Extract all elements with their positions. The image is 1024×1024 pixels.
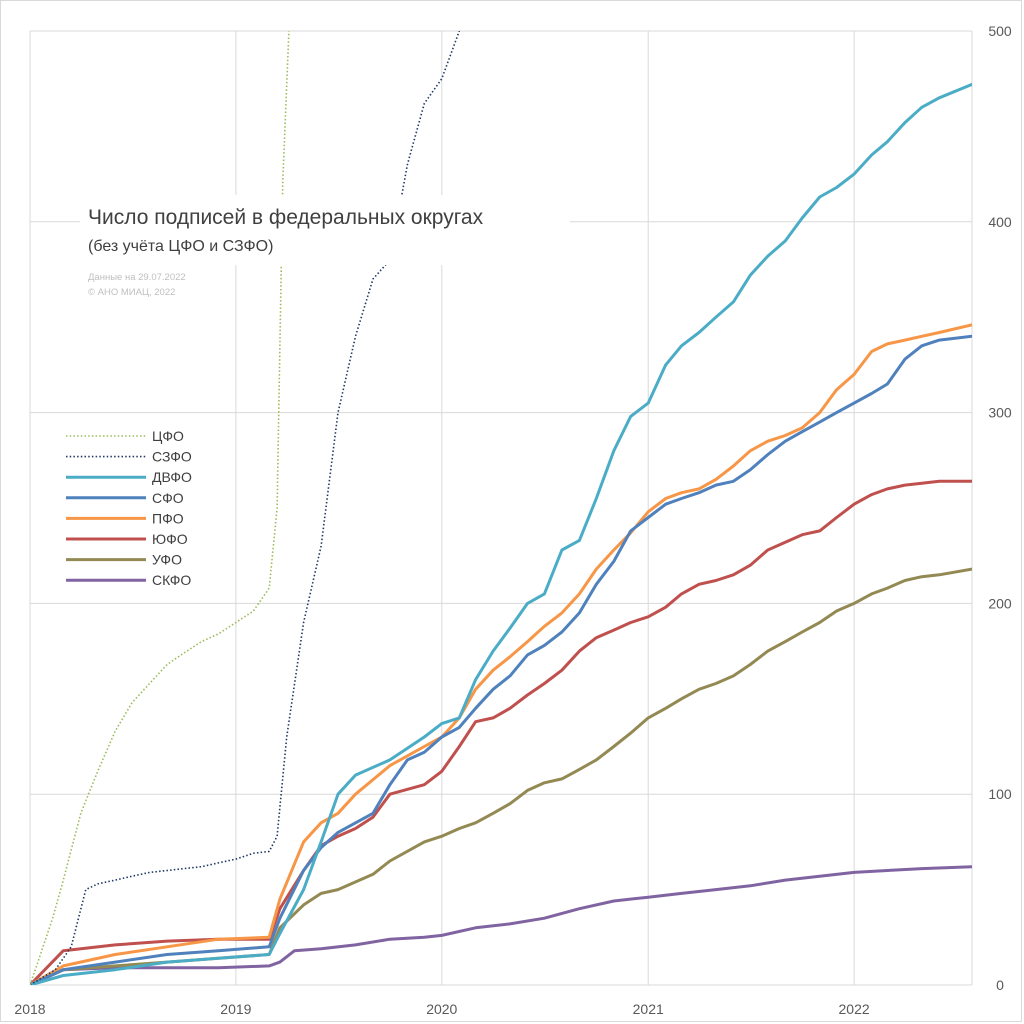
legend-label: ЦФО [152, 428, 184, 444]
y-tick-label: 400 [988, 214, 1012, 230]
y-tick-label: 500 [988, 23, 1012, 39]
legend-label: ЮФО [152, 531, 188, 547]
y-axis: 0 100 200 300 400 500 [988, 23, 1012, 993]
x-tick-label: 2021 [633, 1001, 664, 1017]
title-background [80, 195, 570, 265]
series-line [30, 82, 972, 985]
y-tick-label: 0 [996, 977, 1004, 993]
data-date-note: Данные на 29.07.2022 [88, 272, 186, 283]
legend-label: ПФО [152, 510, 184, 526]
legend-label: ДВФО [152, 469, 192, 485]
legend: ЦФО СЗФО ДВФО СФО ПФО ЮФО УФО СКФО [60, 424, 200, 594]
legend-label: УФО [152, 552, 182, 568]
y-tick-label: 200 [988, 595, 1012, 611]
x-axis: 2018 2019 2020 2021 2022 [14, 1001, 869, 1017]
x-tick-label: 2020 [426, 1001, 457, 1017]
legend-label: СЗФО [152, 449, 192, 465]
series-line [30, 31, 461, 985]
legend-label: СФО [152, 490, 184, 506]
legend-background [60, 424, 200, 594]
series-line [30, 334, 972, 985]
chart-title: Число подписей в федеральных округах [88, 206, 484, 229]
chart-subtitle: (без учёта ЦФО и СЗФО) [88, 238, 273, 255]
y-tick-label: 300 [988, 405, 1012, 421]
legend-label: СКФО [152, 572, 191, 588]
copyright-note: © АНО МИАЦ, 2022 [88, 287, 175, 298]
series-line [30, 865, 972, 985]
series-line [30, 323, 972, 985]
y-tick-label: 100 [988, 786, 1012, 802]
x-tick-label: 2022 [839, 1001, 870, 1017]
series-lines [30, 31, 972, 985]
x-tick-label: 2018 [14, 1001, 45, 1017]
series-line [30, 567, 972, 985]
x-tick-label: 2019 [220, 1001, 251, 1017]
